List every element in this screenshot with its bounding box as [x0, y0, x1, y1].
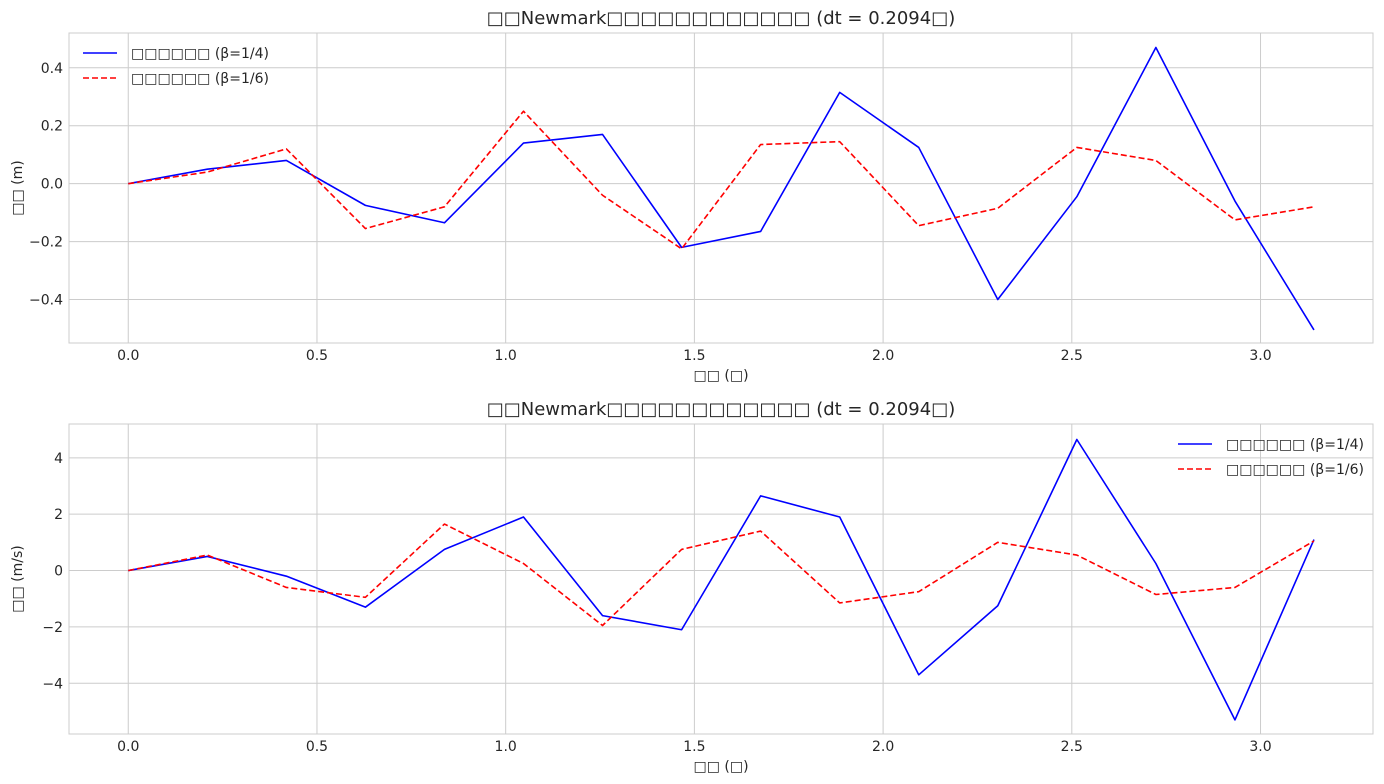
y-tick-label: 0.4	[41, 61, 63, 77]
legend-label-1: □□□□□□ (β=1/4)	[1226, 437, 1364, 453]
y-tick-label: 0.0	[41, 177, 63, 193]
x-tick-label: 1.5	[683, 739, 705, 755]
y-axis-label: □□ (m/s)	[10, 545, 26, 612]
chart-panel-2: 0.0 0.5 1.0 1.5 2.0 2.5 3.0 −4 −2 0 2 4 □□Newmark□□□…	[10, 399, 1374, 775]
x-tick-label: 2.0	[872, 348, 894, 364]
legend-label-2: □□□□□□ (β=1/6)	[1226, 462, 1364, 478]
y-tick-label: 4	[54, 451, 63, 467]
legend-label-2: □□□□□□ (β=1/6)	[131, 71, 269, 87]
legend: □□□□□□ (β=1/4) □□□□□□ (β=1/6)	[1178, 437, 1364, 478]
chart-title: □□Newmark□□□□□□□□□□□□ (dt = 0.2094□)	[487, 8, 956, 29]
y-tick-label: 2	[54, 507, 63, 523]
y-axis-label: □□ (m)	[10, 160, 26, 215]
x-tick-label: 3.0	[1249, 348, 1271, 364]
series-line-1	[128, 46, 1315, 331]
y-tick-label: −2	[42, 620, 63, 636]
x-tick-label: 3.0	[1249, 739, 1271, 755]
chart-panel-1: 0.0 0.5 1.0 1.5 2.0 2.5 3.0 −0.4 −0.2 0.0 0.2 0.4 □□…	[10, 8, 1374, 384]
chart-title: □□Newmark□□□□□□□□□□□□ (dt = 0.2094□)	[487, 399, 956, 420]
y-tick-label: −0.4	[29, 293, 63, 309]
y-tick-label: 0.2	[41, 119, 63, 135]
y-tick-label: −4	[42, 676, 63, 692]
x-axis-label: □□ (□)	[693, 759, 748, 775]
x-tick-label: 1.0	[495, 739, 517, 755]
x-tick-label: 2.0	[872, 739, 894, 755]
x-tick-label: 2.5	[1061, 739, 1083, 755]
x-tick-label: 0.5	[306, 348, 328, 364]
legend-label-1: □□□□□□ (β=1/4)	[131, 46, 269, 62]
x-tick-label: 2.5	[1061, 348, 1083, 364]
series-line-2	[128, 110, 1315, 250]
x-axis-label: □□ (□)	[693, 368, 748, 384]
y-tick-label: −0.2	[29, 235, 63, 251]
plot-frame	[68, 32, 1374, 344]
x-tick-label: 0.0	[117, 739, 139, 755]
legend: □□□□□□ (β=1/4) □□□□□□ (β=1/6)	[83, 46, 269, 87]
series-line-1	[128, 438, 1315, 721]
x-tick-label: 1.0	[495, 348, 517, 364]
plot-frame	[68, 423, 1374, 735]
series-line-2	[128, 523, 1315, 627]
x-tick-label: 0.0	[117, 348, 139, 364]
x-tick-label: 1.5	[683, 348, 705, 364]
x-tick-label: 0.5	[306, 739, 328, 755]
y-tick-label: 0	[54, 564, 63, 580]
